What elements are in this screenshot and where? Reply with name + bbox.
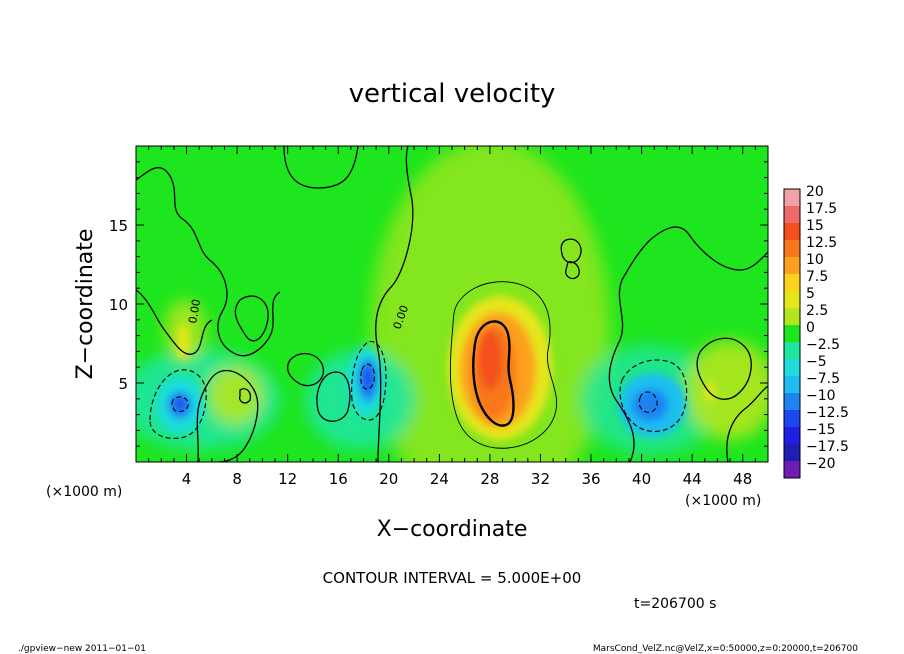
contour-neg10-east [638, 391, 658, 413]
contour-negative [149, 341, 688, 439]
colorbar-label: −2.5 [806, 337, 840, 353]
chart-title: vertical velocity [349, 79, 556, 109]
colorbar-label: 0 [806, 320, 815, 336]
colorbar-swatch [784, 291, 800, 308]
x-axis-ticks: 4 8 12 16 20 24 28 32 36 40 44 48 [148, 146, 756, 488]
contour-rough-a [136, 289, 213, 355]
colorbar-label: 15 [806, 218, 824, 234]
x-tick-label: 20 [379, 470, 398, 488]
colorbar-swatch [784, 206, 800, 223]
colorbar-label: −12.5 [806, 405, 849, 421]
x-unit-left: (×1000 m) [46, 484, 122, 500]
contour-lines [136, 146, 768, 462]
contour-neg5-mid [351, 341, 387, 421]
contour-blob-a [316, 371, 351, 422]
x-tick-label: 16 [329, 470, 348, 488]
contour-plus10 [472, 320, 515, 427]
y-axis-ticks: 5 10 15 [109, 161, 768, 447]
contour-zero-east [608, 226, 768, 462]
colorbar: 2017.51512.5107.552.50−2.5−5−7.5−10−12.5… [783, 184, 849, 479]
contour-neg10-mid [360, 363, 375, 390]
colorbar-label: 5 [806, 286, 815, 302]
colorbar-swatch [784, 461, 800, 478]
contour-zero-main [375, 146, 414, 462]
x-tick-label: 4 [182, 470, 192, 488]
contour-plus5 [449, 281, 558, 449]
x-tick-label: 8 [232, 470, 242, 488]
colorbar-swatch [784, 444, 800, 461]
contour-zero-top [283, 146, 359, 189]
colorbar-swatch [784, 410, 800, 427]
x-tick-label: 48 [733, 470, 752, 488]
colorbar-swatch [784, 393, 800, 410]
time-stamp: t=206700 s [634, 596, 716, 612]
y-tick-label: 5 [118, 375, 128, 393]
colorbar-label: 17.5 [806, 201, 837, 217]
y-axis-label: Z−coordinate [73, 229, 98, 380]
colorbar-swatch [784, 359, 800, 376]
contour-small-1 [560, 238, 582, 264]
contour-neg5-west [149, 369, 207, 439]
x-tick-label: 36 [581, 470, 600, 488]
plot-area: 0.00 0.00 [136, 146, 768, 462]
colorbar-label: 2.5 [806, 303, 828, 319]
colorbar-swatch [784, 376, 800, 393]
colorbar-label: 10 [806, 252, 824, 268]
colorbar-frame [783, 188, 801, 479]
colorbar-swatch [784, 427, 800, 444]
contour-small-2 [565, 261, 580, 280]
colorbar-label: 20 [806, 184, 824, 200]
colorbar-swatch [784, 189, 800, 206]
y-tick-label: 15 [109, 217, 128, 235]
colorbar-swatch [784, 223, 800, 240]
contour-east-box [726, 385, 768, 462]
contour-positive [449, 281, 558, 449]
colorbar-swatch [784, 274, 800, 291]
contour-rough-c [286, 353, 325, 387]
contour-label-west: 0.00 [186, 298, 203, 324]
colorbar-label: −17.5 [806, 439, 849, 455]
x-tick-label: 24 [430, 470, 449, 488]
colorbar-swatch [784, 240, 800, 257]
footer-left: ./gpview−new 2011−01−01 [18, 644, 146, 654]
contour-mid [196, 369, 259, 462]
contour-small-3 [239, 388, 252, 404]
colorbar-swatch [784, 308, 800, 325]
contour-neg5-east [619, 359, 688, 432]
contour-rough-b [234, 295, 269, 342]
colorbar-swatch [784, 325, 800, 342]
x-tick-label: 40 [632, 470, 651, 488]
x-unit-right: (×1000 m) [685, 493, 761, 509]
colorbar-label: 12.5 [806, 235, 837, 251]
colorbar-label: 7.5 [806, 269, 828, 285]
x-tick-label: 28 [480, 470, 499, 488]
colorbar-label: −10 [806, 388, 836, 404]
x-tick-label: 12 [278, 470, 297, 488]
contour-interval: CONTOUR INTERVAL = 5.000E+00 [323, 569, 582, 587]
footer-right: MarsCond_VelZ.nc@VelZ,x=0:50000,z=0:2000… [593, 644, 858, 654]
colorbar-label: −20 [806, 456, 836, 472]
y-tick-label: 10 [109, 296, 128, 314]
x-tick-label: 32 [531, 470, 550, 488]
x-tick-label: 44 [683, 470, 702, 488]
colorbar-label: −5 [806, 354, 827, 370]
contour-rough-west [136, 166, 281, 357]
colorbar-label: −15 [806, 422, 836, 438]
colorbar-swatch [784, 257, 800, 274]
x-axis-label: X−coordinate [377, 517, 528, 542]
contour-east-b [696, 337, 752, 400]
colorbar-swatch [784, 342, 800, 359]
colorbar-label: −7.5 [806, 371, 840, 387]
